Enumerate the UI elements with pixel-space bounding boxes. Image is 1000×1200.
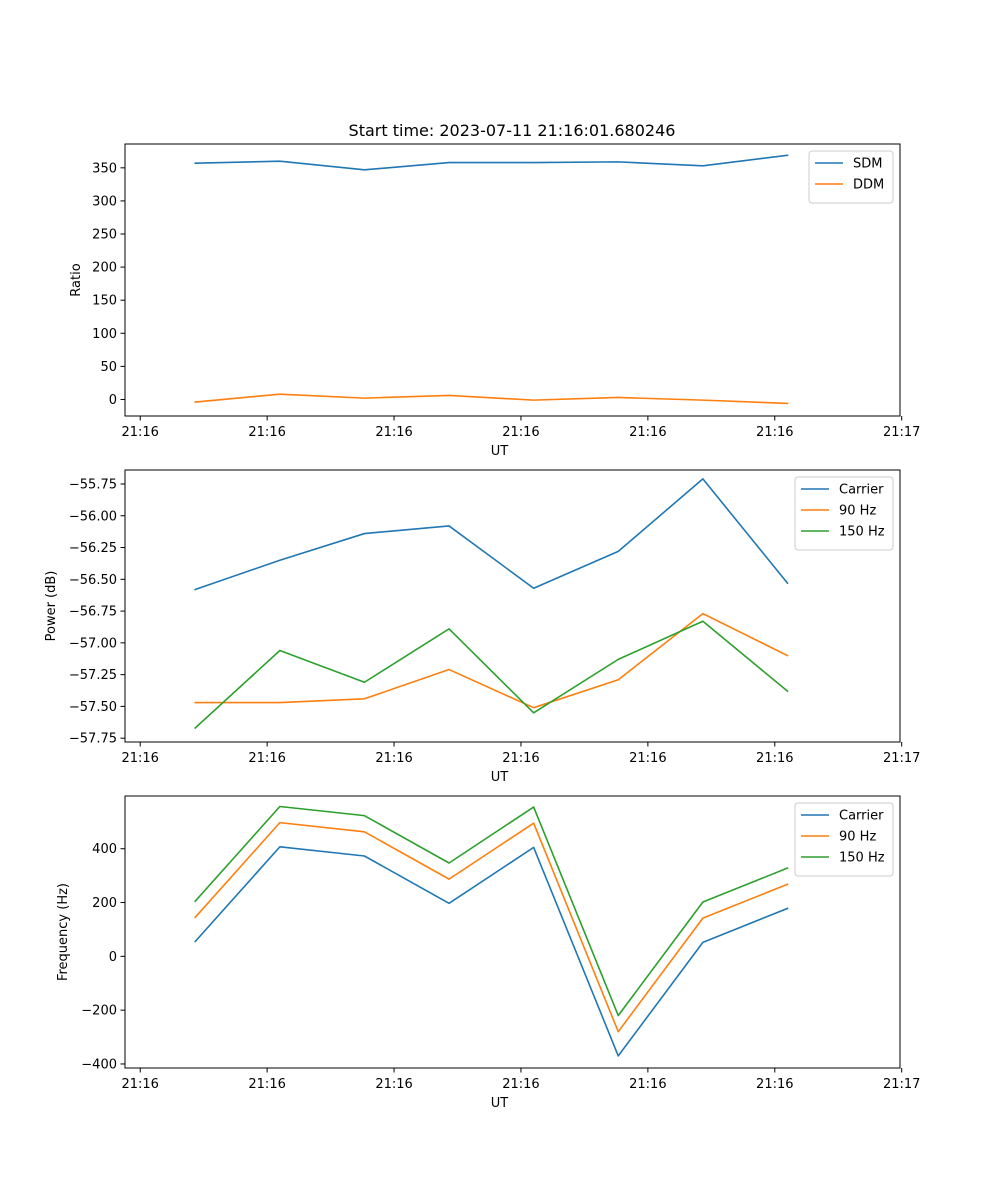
x-tick-label: 21:16 — [121, 425, 158, 440]
y-tick-label: −56.50 — [69, 573, 117, 588]
ratio-chart: 21:16 21:16 21:16 21:16 21:16 21:16 21:17 0 50 10… — [69, 143, 920, 459]
legend-label: DDM — [853, 178, 884, 193]
y-axis-label: Frequency (Hz) — [56, 883, 71, 981]
y-tick-label: −57.75 — [69, 732, 117, 747]
x-tick-label: 21:17 — [883, 425, 920, 440]
x-tick-label: 21:16 — [248, 425, 285, 440]
legend-label: 90 Hz — [839, 504, 876, 519]
plot-frame — [124, 469, 901, 743]
legend-label: Carrier — [839, 483, 884, 498]
x-tick-label: 21:16 — [121, 751, 158, 766]
legend: Carrier 90 Hz 150 Hz — [794, 476, 894, 551]
y-tick-label: −57.50 — [69, 700, 117, 715]
y-tick-label: 200 — [92, 896, 117, 911]
y-tick-label: −57.00 — [69, 636, 117, 651]
x-tick-label: 21:17 — [883, 751, 920, 766]
legend-label: 90 Hz — [839, 830, 876, 845]
y-tick-label: −56.75 — [69, 605, 117, 620]
y-tick-label: 100 — [92, 327, 117, 342]
x-tick-label: 21:16 — [756, 1077, 793, 1092]
series-line-ddm — [194, 393, 789, 405]
x-tick-label: 21:16 — [248, 751, 285, 766]
y-axis-label: Power (dB) — [44, 571, 59, 642]
y-tick-label: 0 — [109, 950, 117, 965]
y-tick-label: 250 — [92, 228, 117, 243]
legend-label: Carrier — [839, 809, 884, 824]
series-line-90-hz — [194, 612, 789, 709]
x-tick-label: 21:16 — [121, 1077, 158, 1092]
x-axis-label: UT — [491, 444, 509, 459]
x-axis-label: UT — [491, 770, 509, 785]
y-tick-label: −57.25 — [69, 668, 117, 683]
series-line-carrier — [194, 846, 789, 1057]
legend: SDM DDM — [808, 150, 894, 204]
legend-label: SDM — [853, 157, 882, 172]
x-tick-label: 21:16 — [756, 425, 793, 440]
y-tick-label: 0 — [109, 393, 117, 408]
x-tick-label: 21:16 — [502, 751, 539, 766]
legend-label: 150 Hz — [839, 851, 885, 866]
y-tick-label: 350 — [92, 161, 117, 176]
chart-title: Start time: 2023-07-11 21:16:01.680246 — [349, 121, 676, 140]
y-tick-label: 200 — [92, 261, 117, 276]
y-tick-label: −56.25 — [69, 541, 117, 556]
series-line-150-hz — [194, 620, 789, 730]
x-tick-label: 21:16 — [248, 1077, 285, 1092]
x-tick-label: 21:16 — [375, 425, 412, 440]
x-tick-label: 21:17 — [883, 1077, 920, 1092]
y-tick-label: 150 — [92, 294, 117, 309]
x-tick-label: 21:16 — [375, 751, 412, 766]
x-tick-label: 21:16 — [375, 1077, 412, 1092]
x-tick-label: 21:16 — [502, 1077, 539, 1092]
x-tick-label: 21:16 — [629, 425, 666, 440]
series-line-sdm — [194, 154, 789, 171]
y-tick-label: 400 — [92, 842, 117, 857]
y-tick-label: 50 — [100, 360, 117, 375]
series-line-150-hz — [194, 805, 789, 1017]
legend-box — [808, 150, 894, 204]
y-tick-label: −56.00 — [69, 509, 117, 524]
x-tick-label: 21:16 — [502, 425, 539, 440]
y-tick-label: −400 — [81, 1057, 117, 1072]
legend-label: 150 Hz — [839, 525, 885, 540]
y-tick-label: −200 — [81, 1004, 117, 1019]
y-tick-label: −55.75 — [69, 477, 117, 492]
x-tick-label: 21:16 — [629, 1077, 666, 1092]
x-axis-label: UT — [491, 1096, 509, 1111]
power-chart: 21:16 21:16 21:16 21:16 21:16 21:16 21:17 −57.7… — [44, 469, 920, 785]
frequency-chart: 21:16 21:16 21:16 21:16 21:16 21:16 21:17 −400 −… — [56, 795, 920, 1111]
plot-frame — [124, 143, 901, 417]
series-line-carrier — [194, 478, 789, 591]
legend: Carrier 90 Hz 150 Hz — [794, 802, 894, 877]
plot-frame — [124, 795, 901, 1069]
x-tick-label: 21:16 — [629, 751, 666, 766]
y-tick-label: 300 — [92, 194, 117, 209]
x-tick-label: 21:16 — [756, 751, 793, 766]
y-axis-label: Ratio — [69, 263, 84, 296]
series-line-90-hz — [194, 821, 789, 1033]
